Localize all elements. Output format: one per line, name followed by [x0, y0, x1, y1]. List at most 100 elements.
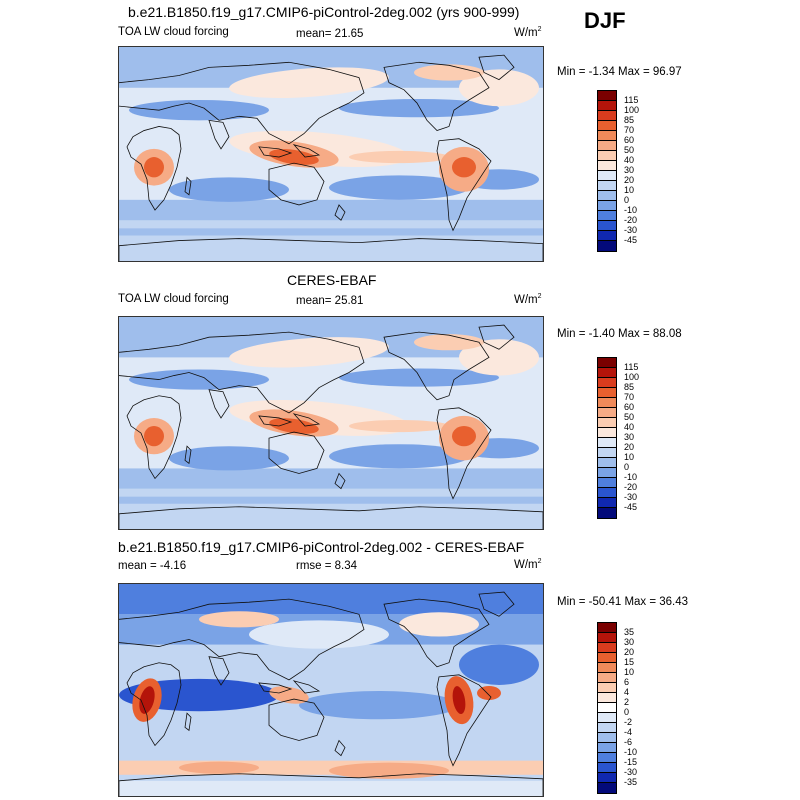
colorbar-swatch	[598, 783, 616, 793]
colorbar-swatch	[598, 488, 616, 498]
panel2-colorbar	[597, 357, 617, 519]
coastline	[383, 331, 490, 401]
colorbar-swatch	[598, 131, 616, 141]
coastline	[292, 144, 321, 158]
colorbar-swatch	[598, 693, 616, 703]
coastline	[383, 61, 490, 132]
colorbar-swatch	[598, 498, 616, 508]
colorbar-swatch	[598, 241, 616, 251]
coastline	[478, 591, 515, 617]
map-field-svg	[119, 317, 543, 529]
panel1-colorbar-labels: 115 100 85 70 60 50 40 30 20 10 0 -10 -20 -30 -45	[624, 95, 639, 245]
coastline	[292, 680, 321, 694]
coastline	[208, 656, 230, 686]
coastline	[119, 506, 543, 529]
colorbar-swatch	[598, 181, 616, 191]
colorbar-tick-label: -10	[624, 205, 638, 215]
colorbar-tick-label: 50	[624, 412, 635, 422]
coastline	[126, 126, 182, 211]
colorbar-tick-label: 70	[624, 392, 635, 402]
colorbar-swatch	[598, 231, 616, 241]
colorbar-tick-label: -35	[624, 777, 638, 787]
coastline	[126, 395, 182, 480]
coastline	[478, 54, 515, 81]
colorbar-swatch	[598, 171, 616, 181]
colorbar-tick-label: -20	[624, 215, 638, 225]
panel1-map	[118, 46, 544, 262]
colorbar-tick-label: 85	[624, 115, 635, 125]
coastline	[268, 162, 325, 206]
colorbar-swatch	[598, 91, 616, 101]
colorbar-tick-label: -10	[624, 747, 638, 757]
coastline	[268, 431, 325, 474]
colorbar-tick-label: 60	[624, 135, 635, 145]
coastline	[119, 238, 543, 261]
colorbar-swatch	[598, 478, 616, 488]
colorbar-swatch	[598, 191, 616, 201]
map-field-svg	[119, 584, 543, 796]
colorbar-swatch	[598, 653, 616, 663]
panel3-mean-label: mean = -4.16	[118, 560, 187, 572]
colorbar-tick-label: -20	[624, 482, 638, 492]
colorbar-tick-label: 35	[624, 627, 635, 637]
colorbar-swatch	[598, 753, 616, 763]
colorbar-tick-label: 115	[624, 362, 639, 372]
colorbar-tick-label: 10	[624, 667, 635, 677]
colorbar-swatch	[598, 468, 616, 478]
colorbar-tick-label: -2	[624, 717, 633, 727]
colorbar-tick-label: 20	[624, 175, 635, 185]
coastline	[184, 712, 192, 732]
colorbar-swatch	[598, 723, 616, 733]
panel3-units: W/m2	[514, 558, 542, 571]
colorbar-swatch	[598, 733, 616, 743]
panel3-minmax: Min = -50.41 Max = 36.43	[557, 596, 689, 608]
colorbar-swatch	[598, 458, 616, 468]
colorbar-swatch	[598, 161, 616, 171]
colorbar-swatch	[598, 101, 616, 111]
colorbar-swatch	[598, 368, 616, 378]
map-field-svg	[119, 47, 543, 261]
panel2-minmax: Min = -1.40 Max = 88.08	[557, 328, 682, 340]
colorbar-tick-label: 20	[624, 647, 635, 657]
colorbar-tick-label: -45	[624, 235, 638, 245]
colorbar-tick-label: 2	[624, 697, 630, 707]
coastline	[184, 445, 192, 465]
coastline	[258, 146, 293, 158]
panel2-units: W/m2	[514, 293, 542, 306]
colorbar-tick-label: 85	[624, 382, 635, 392]
colorbar-swatch	[598, 428, 616, 438]
coastline	[436, 138, 492, 232]
panel1-mean-label: mean= 21.65	[296, 28, 364, 40]
colorbar-swatch	[598, 643, 616, 653]
colorbar-swatch	[598, 623, 616, 633]
colorbar-tick-label: 70	[624, 125, 635, 135]
panel1-colorbar	[597, 90, 617, 252]
colorbar-tick-label: -6	[624, 737, 633, 747]
colorbar-swatch	[598, 201, 616, 211]
colorbar-swatch	[598, 358, 616, 368]
colorbar-tick-label: 0	[624, 462, 630, 472]
colorbar-swatch	[598, 703, 616, 713]
colorbar-swatch	[598, 378, 616, 388]
colorbar-tick-label: -30	[624, 492, 638, 502]
panel1-units: W/m2	[514, 26, 542, 39]
panel2-title: CERES-EBAF	[287, 272, 377, 288]
colorbar-swatch	[598, 151, 616, 161]
colorbar-tick-label: 0	[624, 707, 630, 717]
panel1-title: b.e21.B1850.f19_g17.CMIP6-piControl-2deg…	[128, 4, 520, 20]
colorbar-swatch	[598, 508, 616, 518]
colorbar-tick-label: 100	[624, 105, 640, 115]
coastline	[334, 204, 346, 221]
colorbar-tick-label: 100	[624, 372, 640, 382]
colorbar-swatch	[598, 763, 616, 773]
panel3-map	[118, 583, 544, 797]
colorbar-swatch	[598, 121, 616, 131]
colorbar-swatch	[598, 663, 616, 673]
coastline	[478, 324, 515, 350]
colorbar-tick-label: -4	[624, 727, 633, 737]
colorbar-tick-label: -10	[624, 472, 638, 482]
panel2-field-label: TOA LW cloud forcing	[118, 293, 229, 305]
colorbar-swatch	[598, 211, 616, 221]
colorbar-swatch	[598, 673, 616, 683]
coastline	[334, 739, 346, 757]
